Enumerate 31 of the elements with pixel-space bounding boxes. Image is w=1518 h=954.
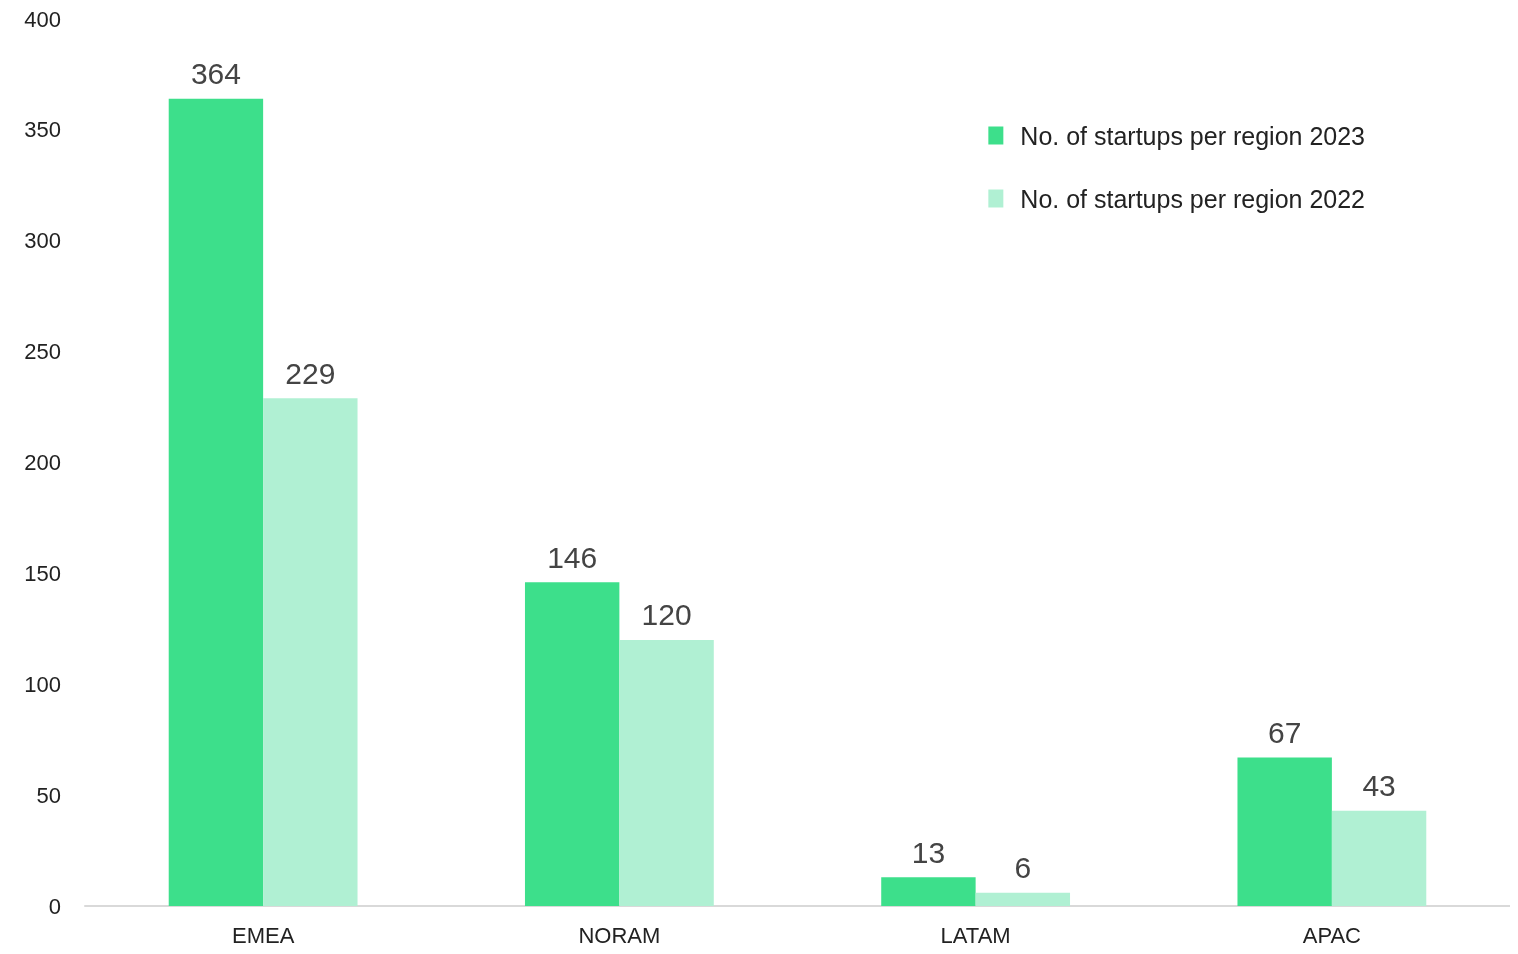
bar [168, 98, 264, 906]
y-tick-label: 150 [24, 560, 61, 586]
legend-label: No. of startups per region 2023 [1020, 121, 1365, 150]
y-tick-label: 400 [24, 6, 61, 32]
data-label: 120 [641, 598, 692, 632]
y-tick-label: 300 [24, 228, 61, 254]
bar [881, 877, 976, 906]
data-label: 67 [1267, 715, 1302, 749]
data-label: 364 [190, 57, 241, 91]
bar [975, 892, 1071, 906]
data-label: 229 [285, 356, 336, 390]
data-label: 146 [547, 540, 598, 574]
x-tick-label: NORAM [578, 922, 661, 948]
y-tick-label: 250 [24, 339, 61, 365]
y-tick-label: 50 [36, 782, 61, 808]
bar [263, 398, 358, 906]
legend-label: No. of startups per region 2022 [1020, 184, 1365, 213]
x-tick-label: APAC [1302, 922, 1362, 948]
y-tick-label: 100 [24, 671, 61, 697]
y-tick-label: 200 [24, 450, 61, 475]
x-tick-label: LATAM [940, 922, 1011, 948]
bar [1331, 810, 1427, 906]
y-tick-label: 0 [48, 893, 61, 919]
data-label: 6 [1014, 851, 1032, 885]
y-tick-label: 350 [24, 117, 61, 143]
bar [619, 639, 714, 906]
bar [524, 582, 620, 906]
bar [1237, 757, 1332, 906]
data-label: 13 [911, 835, 946, 869]
x-tick-label: EMEA [231, 922, 295, 948]
data-label: 43 [1362, 769, 1396, 803]
